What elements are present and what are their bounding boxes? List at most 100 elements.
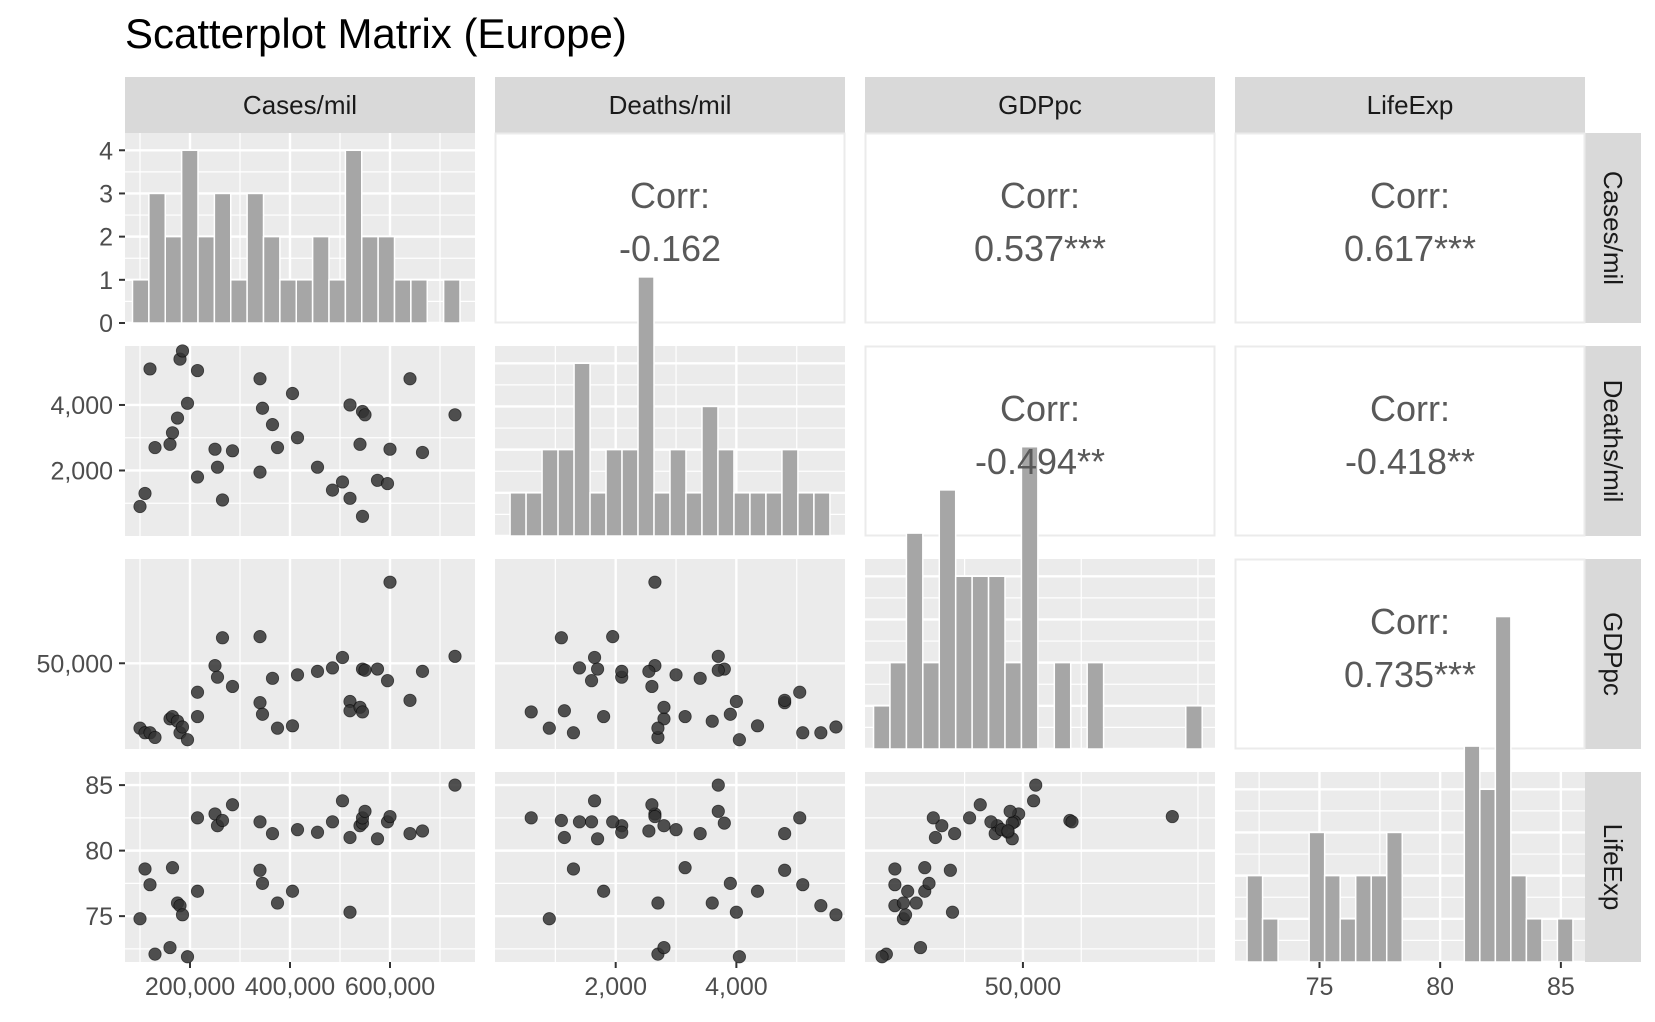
histogram-bar: [1323, 874, 1341, 963]
scatter-point: [148, 440, 162, 455]
histogram-bar: [1525, 918, 1543, 963]
histogram-bar: [971, 575, 990, 750]
scatter-point: [165, 426, 180, 440]
histogram-bar: [701, 405, 719, 537]
histogram-bar: [1308, 831, 1326, 963]
histogram-bar: [1185, 705, 1203, 750]
scatter-point: [657, 819, 671, 833]
scatter-point: [370, 832, 385, 846]
histogram-bar: [872, 705, 891, 750]
scatter-point: [645, 679, 659, 694]
scatter-point: [723, 876, 737, 890]
scatter-point: [180, 733, 195, 747]
histogram-bar: [377, 235, 396, 324]
scatter-point: [717, 816, 731, 830]
corr-panel: [864, 132, 1216, 324]
scatter-point: [383, 442, 397, 456]
strip-label-right: GDPpc: [1598, 612, 1628, 696]
scatter-point: [814, 899, 828, 913]
scatter-point: [370, 662, 385, 676]
scatter-point: [814, 726, 828, 740]
scatter-point: [343, 905, 357, 919]
scatter-point: [215, 493, 230, 507]
corr-value: 0.735***: [1344, 654, 1476, 695]
scatter-point: [358, 408, 372, 422]
histogram-bar: [621, 448, 639, 537]
scatter-point: [253, 696, 267, 710]
scatter-point: [415, 664, 430, 678]
scatter-point: [669, 668, 683, 682]
corr-label: Corr:: [1370, 388, 1450, 429]
scatter-point: [901, 884, 915, 898]
strip-top-deaths-mil: [495, 77, 845, 133]
scatter-point: [796, 878, 810, 892]
scatter-point: [888, 878, 902, 892]
scatter-point: [355, 509, 370, 523]
scatter-point: [557, 704, 571, 718]
histogram-bar: [637, 276, 655, 537]
scatter-point: [1026, 794, 1041, 808]
scatter-point: [597, 709, 611, 724]
scatter-point: [566, 862, 581, 876]
scatter-point: [253, 465, 267, 479]
corr-value: 0.537***: [974, 228, 1106, 269]
histogram-bar: [1339, 918, 1357, 963]
scatter-point: [829, 908, 843, 922]
scatter-point: [711, 778, 725, 792]
scatter-point: [642, 664, 656, 678]
histogram-bar: [1479, 788, 1497, 963]
scatter-point: [913, 940, 928, 955]
panel-background: [495, 772, 845, 962]
x-tick-label: 600,000: [345, 973, 435, 1001]
strip-label-top: GDPpc: [998, 90, 1082, 120]
scatter-point: [943, 863, 957, 877]
scatter-point: [590, 832, 605, 846]
corr-value: -0.162: [619, 228, 721, 269]
scatter-point: [253, 815, 267, 829]
scatter-point: [290, 668, 305, 682]
scatter-point: [215, 631, 230, 645]
scatter-point: [648, 809, 662, 824]
scatter-point: [705, 714, 719, 728]
scatter-point: [796, 726, 810, 740]
scatter-point: [693, 671, 707, 685]
histogram-bar: [765, 492, 783, 537]
histogram-bar: [1385, 831, 1403, 963]
scatter-point: [285, 884, 300, 898]
histogram-bar: [311, 235, 330, 324]
scatter-point: [265, 671, 280, 685]
corr-value: 0.617***: [1344, 228, 1476, 269]
scatter-point: [265, 826, 280, 841]
y-tick-label: 0: [99, 310, 113, 338]
scatter-point: [415, 824, 430, 838]
scatter-point: [750, 884, 765, 898]
scatter-point: [678, 861, 692, 875]
scatter-point: [138, 486, 152, 501]
x-tick-label: 400,000: [245, 973, 335, 1001]
scatter-point: [270, 440, 285, 455]
scatter-point: [383, 809, 397, 824]
scatter-point: [705, 896, 719, 910]
panel-background: [125, 772, 475, 962]
scatter-point: [190, 884, 205, 898]
scatter-point: [557, 830, 571, 845]
histogram-bar: [164, 235, 183, 324]
x-tick-label: 50,000: [985, 973, 1061, 1001]
strip-top-cases-mil: [125, 77, 475, 133]
corr-label: Corr:: [1370, 601, 1450, 642]
scatter-point: [138, 862, 152, 876]
scatter-point: [163, 940, 177, 955]
histogram-bar: [1020, 445, 1039, 750]
strip-label-right: LifeExp: [1598, 824, 1628, 911]
histogram-bar: [797, 492, 815, 537]
scatter-point: [615, 825, 629, 839]
scatter-point: [225, 679, 240, 694]
scatter-point: [711, 649, 725, 663]
histogram-bar: [922, 661, 941, 750]
histogram-bar: [1510, 874, 1528, 963]
strip-right-lifeexp: [1585, 772, 1641, 962]
histogram-bar: [749, 492, 767, 537]
y-tick-label: 80: [85, 838, 113, 866]
scatter-point: [587, 794, 602, 808]
corr-value: -0.418**: [1345, 441, 1475, 482]
